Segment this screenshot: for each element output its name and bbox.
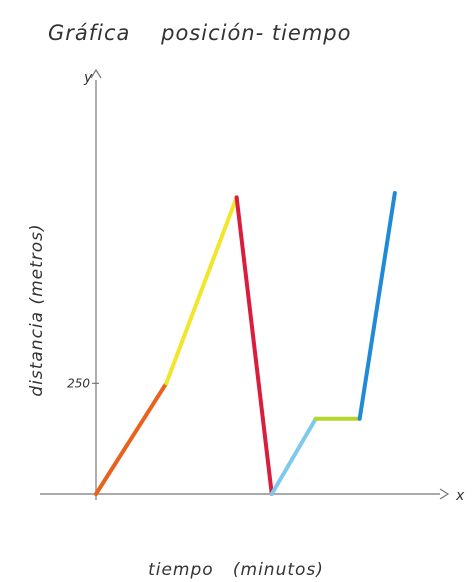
line-segment-6 [357, 190, 397, 421]
x-axis-label: tiempo (minutos) [148, 560, 324, 580]
y-axis-ticks: 250 [67, 376, 99, 390]
y-tick-label: 250 [67, 376, 90, 390]
chart-title: Gráfica posición- tiempo [48, 21, 352, 45]
x-axis-arrow [439, 488, 450, 500]
y-axis-arrow [90, 68, 102, 79]
y-axis-label: distancia (metros) [27, 223, 47, 396]
line-segment-1 [94, 381, 169, 496]
data-series [94, 190, 397, 496]
x-axis-letter: x [455, 488, 465, 504]
line-segment-3 [234, 195, 274, 496]
y-axis-letter: y [83, 70, 93, 86]
line-segment-2 [164, 195, 239, 386]
line-segment-4 [269, 416, 318, 496]
